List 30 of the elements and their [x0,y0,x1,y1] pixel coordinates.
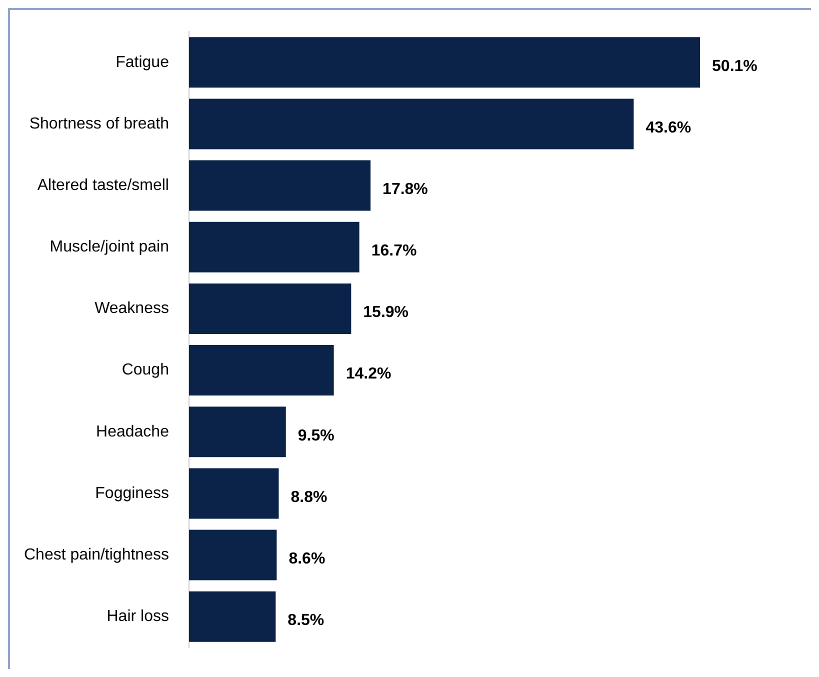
bar [188,530,277,580]
y-tick-label: Fogginess [95,484,169,502]
y-tick-label: Altered taste/smell [37,176,169,194]
data-label: 15.9% [363,304,409,322]
bar [188,98,634,150]
data-label: 50.1% [712,58,758,75]
bar [188,283,352,334]
data-label: 16.7% [371,242,417,260]
bar [188,160,371,211]
y-tick-label: Cough [122,362,169,379]
y-tick-label: Muscle/joint pain [50,238,169,256]
data-label: 8.5% [288,612,324,630]
data-label: 9.5% [298,427,334,444]
y-tick-label: Hair loss [106,608,169,626]
bar [188,591,276,642]
bar [188,406,286,458]
y-tick-label: Headache [96,423,170,440]
bar [188,37,700,88]
data-label: 8.6% [288,550,326,568]
y-tick-label: Chest pain/tightness [24,546,169,564]
bar [188,222,360,272]
data-label: 43.6% [646,119,692,136]
data-label: 8.8% [290,488,328,506]
y-tick-label: Shortness of breath [29,115,169,132]
bar [188,345,334,396]
y-tick-label: Fatigue [116,54,170,71]
bar [188,468,279,519]
data-label: 17.8% [382,180,428,198]
y-tick-label: Weakness [94,300,169,318]
data-label: 14.2% [346,366,392,383]
